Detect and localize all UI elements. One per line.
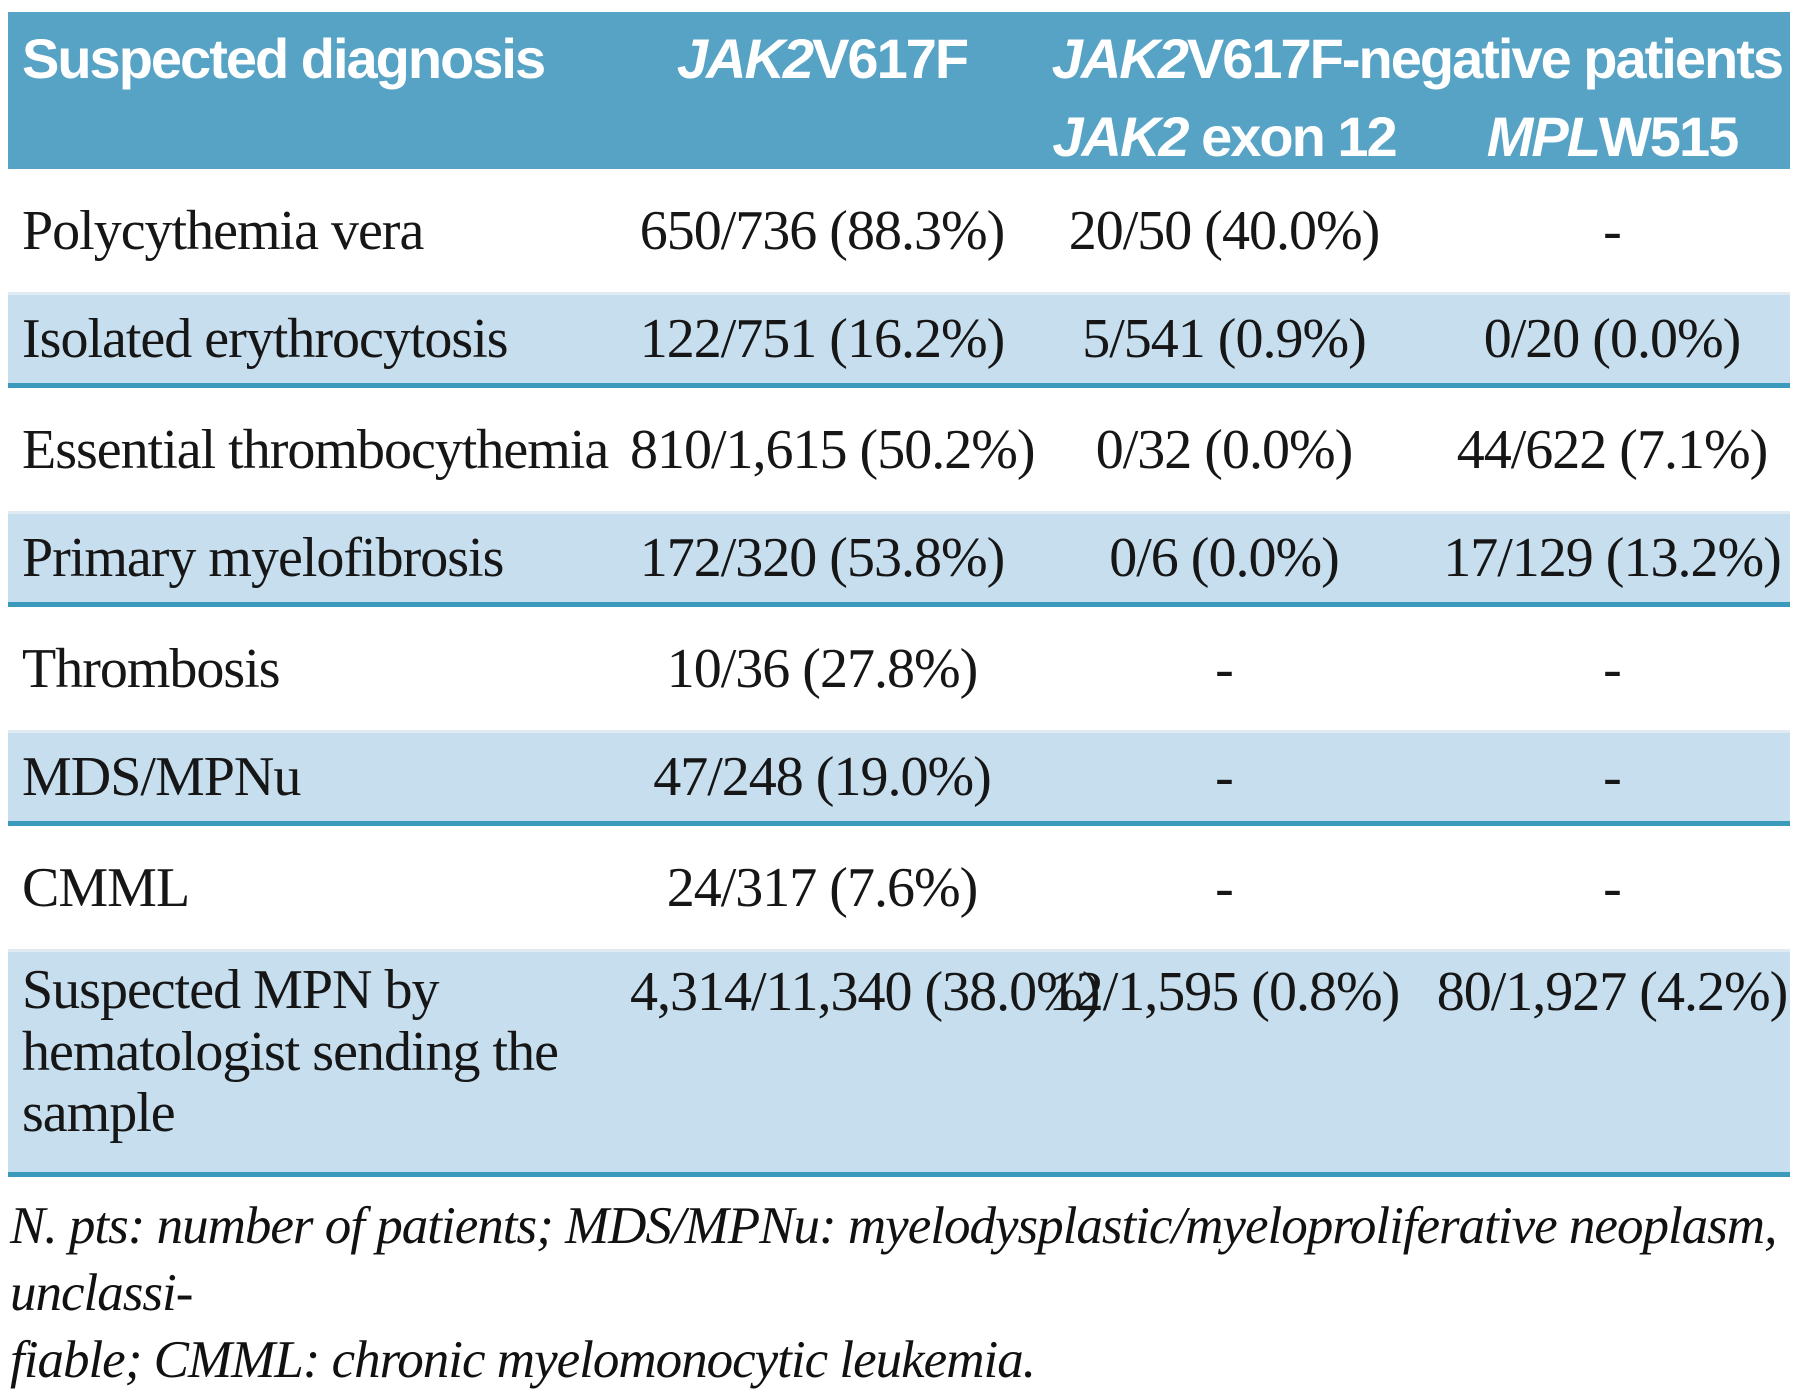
- table-row-isolated-erythrocytosis: Isolated erythrocytosis 122/751 (16.2%) …: [8, 293, 1790, 388]
- header-jak2-exon12: JAK2 exon 12: [1014, 104, 1434, 169]
- cell-mplw515-value: 44/622 (7.1%): [1434, 385, 1790, 514]
- header-mplw515-rest: W515: [1598, 105, 1739, 168]
- cell-diagnosis: Thrombosis: [8, 604, 630, 733]
- cell-diagnosis-text: Suspected MPN by hematologist sending th…: [22, 959, 559, 1145]
- cell-mplw515-value: -: [1434, 823, 1790, 952]
- page: Suspected diagnosis JAK2V617F JAK2V617F-…: [8, 12, 1790, 1389]
- cell-diagnosis: CMML: [8, 823, 630, 952]
- cell-mplw515-value: -: [1434, 169, 1790, 295]
- cell-jak2v617f-value: 172/320 (53.8%): [630, 512, 1014, 607]
- cell-jak2v617f-value: 4,314/11,340 (38.0%): [630, 950, 1100, 1177]
- table-row-polycythemia-vera: Polycythemia vera 650/736 (88.3%) 20/50 …: [8, 169, 1790, 295]
- header-jak2v617f-negative-group: JAK2V617F-negative patients: [1014, 12, 1790, 104]
- table-row-thrombosis: Thrombosis 10/36 (27.8%) - -: [8, 604, 1790, 733]
- table-row-primary-myelofibrosis: Primary myelofibrosis 172/320 (53.8%) 0/…: [8, 512, 1790, 607]
- cell-mplw515-value: 17/129 (13.2%): [1434, 512, 1790, 607]
- cell-diagnosis: Polycythemia vera: [8, 169, 630, 295]
- cell-exon12-value: 5/541 (0.9%): [1014, 293, 1434, 388]
- header-jak2v617f: JAK2V617F: [630, 12, 1014, 169]
- cell-jak2v617f-value: 10/36 (27.8%): [630, 604, 1014, 733]
- cell-exon12-value: 20/50 (40.0%): [1014, 169, 1434, 295]
- cell-diagnosis: Essential thrombocythemia: [8, 385, 630, 514]
- cell-exon12-value: -: [1014, 604, 1434, 733]
- gene-symbol-mpl: MPL: [1486, 105, 1601, 168]
- cell-mplw515-value: -: [1434, 731, 1790, 826]
- gene-symbol-jak2: JAK2: [676, 27, 814, 90]
- cell-jak2v617f-value: 650/736 (88.3%): [630, 169, 1014, 295]
- table-row-cmml: CMML 24/317 (7.6%) - -: [8, 823, 1790, 952]
- cell-mplw515-value: 80/1,927 (4.2%): [1434, 950, 1790, 1177]
- cell-mplw515-value: -: [1434, 604, 1790, 733]
- table-row-essential-thrombocythemia: Essential thrombocythemia 810/1,615 (50.…: [8, 385, 1790, 514]
- gene-symbol-jak2: JAK2: [1052, 105, 1189, 168]
- header-negative-group-rest: V617F-negative patients: [1186, 27, 1784, 90]
- diagnosis-mutation-table: Suspected diagnosis JAK2V617F JAK2V617F-…: [8, 12, 1790, 1177]
- footnote-line-1: N. pts: number of patients; MDS/MPNu: my…: [10, 1197, 1777, 1322]
- table-row-mds-mpnu: MDS/MPNu 47/248 (19.0%) - -: [8, 731, 1790, 826]
- cell-jak2v617f-value: 122/751 (16.2%): [630, 293, 1014, 388]
- cell-diagnosis: MDS/MPNu: [8, 731, 630, 826]
- header-suspected-diagnosis-label: Suspected diagnosis: [22, 27, 546, 90]
- cell-diagnosis: Suspected MPN by hematologist sending th…: [8, 950, 630, 1177]
- header-mplw515: MPLW515: [1434, 104, 1790, 169]
- table-header: Suspected diagnosis JAK2V617F JAK2V617F-…: [8, 12, 1790, 169]
- cell-jak2v617f-value: 810/1,615 (50.2%): [630, 385, 1036, 514]
- header-jak2v617f-rest: V617F: [812, 27, 969, 90]
- cell-exon12-value: 0/6 (0.0%): [1014, 512, 1434, 607]
- cell-exon12-value: 0/32 (0.0%): [1014, 385, 1434, 514]
- footnote-line-2: fiable; CMML: chronic myelomonocytic leu…: [10, 1330, 1036, 1389]
- cell-exon12-value: -: [1014, 823, 1434, 952]
- table-row-suspected-mpn: Suspected MPN by hematologist sending th…: [8, 950, 1790, 1177]
- table-footnote: N. pts: number of patients; MDS/MPNu: my…: [8, 1193, 1790, 1393]
- header-suspected-diagnosis: Suspected diagnosis: [8, 12, 630, 169]
- cell-exon12-value: 12/1,595 (0.8%): [1014, 950, 1434, 1177]
- gene-symbol-jak2: JAK2: [1051, 27, 1189, 90]
- header-exon12-rest: exon 12: [1187, 105, 1398, 168]
- cell-mplw515-value: 0/20 (0.0%): [1434, 293, 1790, 388]
- cell-diagnosis: Isolated erythrocytosis: [8, 293, 630, 388]
- cell-jak2v617f-value: 47/248 (19.0%): [630, 731, 1014, 826]
- cell-jak2v617f-value: 24/317 (7.6%): [630, 823, 1014, 952]
- table-body: Polycythemia vera 650/736 (88.3%) 20/50 …: [8, 169, 1790, 1177]
- cell-diagnosis: Primary myelofibrosis: [8, 512, 630, 607]
- cell-exon12-value: -: [1014, 731, 1434, 826]
